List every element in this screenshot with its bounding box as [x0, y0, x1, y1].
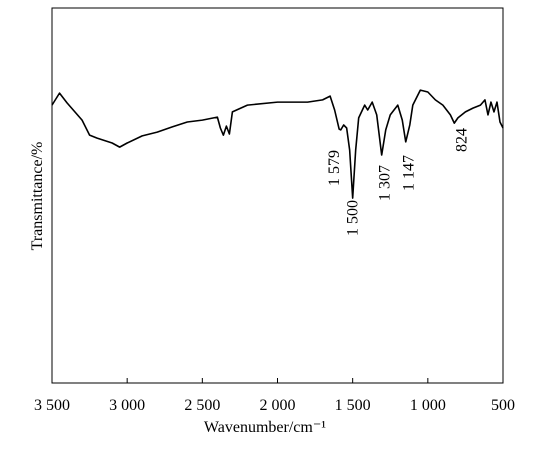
spectrum-line — [51, 89, 504, 199]
peak-label: 1 307 — [377, 165, 394, 201]
x-tick-label: 2 000 — [260, 397, 296, 414]
x-tick-label: 1 000 — [410, 397, 446, 414]
x-tick-label: 500 — [491, 397, 515, 414]
x-axis-label: Wavenumber/cm⁻¹ — [204, 419, 326, 436]
x-tick-label: 3 500 — [34, 397, 70, 414]
plot-frame — [51, 7, 504, 384]
peak-label: 1 579 — [326, 150, 343, 186]
y-axis-label: Transmittance/% — [29, 142, 46, 251]
x-tick-label: 3 000 — [109, 397, 145, 414]
x-tick-label: 2 500 — [184, 397, 220, 414]
peak-label: 1 500 — [345, 200, 362, 236]
peak-label: 824 — [453, 128, 470, 152]
x-tick-label: 1 500 — [335, 397, 371, 414]
peak-label: 1 147 — [401, 155, 418, 191]
